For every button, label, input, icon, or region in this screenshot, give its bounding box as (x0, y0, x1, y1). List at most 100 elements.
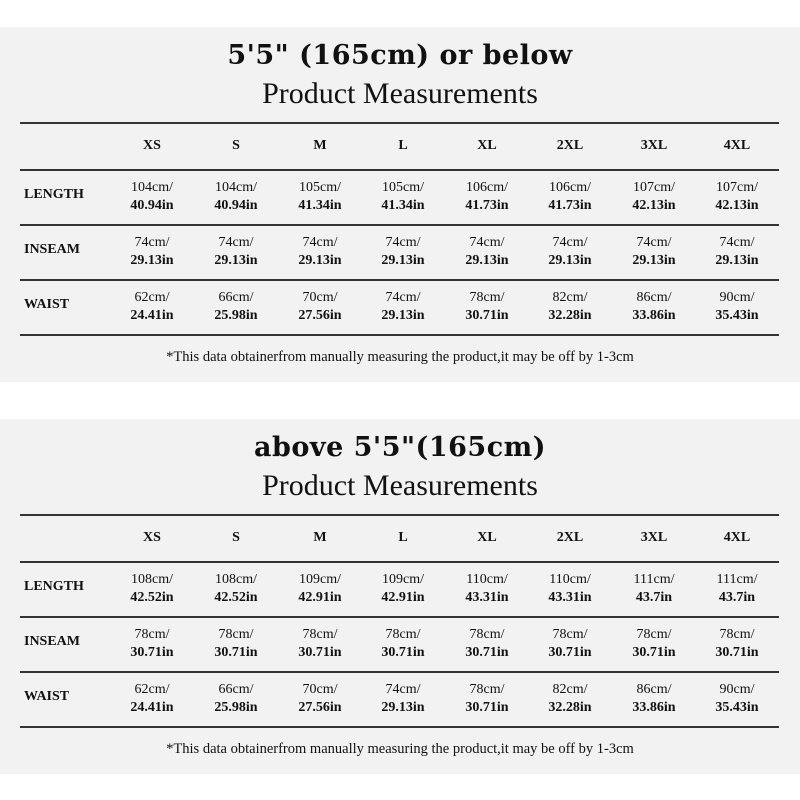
inch-value: 30.71in (130, 645, 174, 660)
cm-value: 66cm/ (218, 290, 254, 305)
cm-value: 108cm/ (131, 572, 173, 587)
cm-value: 78cm/ (385, 627, 421, 642)
inch-value: 41.73in (465, 198, 509, 213)
inch-value: 30.71in (548, 645, 592, 660)
inch-value: 32.28in (548, 700, 592, 715)
cm-value: 78cm/ (469, 627, 505, 642)
size-header: XL (477, 138, 497, 153)
cm-value: 74cm/ (636, 235, 672, 250)
cm-value: 78cm/ (469, 290, 505, 305)
inch-value: 32.28in (548, 308, 592, 323)
inch-value: 42.52in (214, 590, 258, 605)
divider (20, 224, 779, 226)
measurement-cell: 107cm/42.13in (695, 179, 779, 215)
panel-title: 5'5" (165cm) or below (227, 40, 573, 71)
inch-value: 42.52in (130, 590, 174, 605)
measurement-cell: 78cm/30.71in (695, 626, 779, 662)
measurement-cell: 110cm/43.31in (445, 571, 529, 607)
cm-value: 109cm/ (299, 572, 341, 587)
cm-value: 74cm/ (552, 235, 588, 250)
panel-title: above 5'5"(165cm) (254, 432, 546, 463)
divider (20, 169, 779, 171)
inch-value: 29.13in (381, 308, 425, 323)
inch-value: 29.13in (381, 253, 425, 268)
cm-value: 82cm/ (552, 290, 588, 305)
size-chart-panel: above 5'5"(165cm) Product Measurements XS S… (0, 419, 800, 774)
measurement-cell: 62cm/24.41in (110, 289, 194, 325)
inch-value: 30.71in (465, 700, 509, 715)
divider (20, 122, 779, 124)
divider (20, 671, 779, 673)
row-label: INSEAM (24, 242, 81, 257)
divider (20, 514, 779, 516)
cm-value: 74cm/ (134, 235, 170, 250)
cm-value: 74cm/ (302, 235, 338, 250)
cm-value: 74cm/ (218, 235, 254, 250)
measurement-cell: 78cm/30.71in (278, 626, 362, 662)
inch-value: 30.71in (465, 645, 509, 660)
measurement-cell: 74cm/29.13in (361, 289, 445, 325)
size-header: 3XL (640, 138, 668, 153)
cm-value: 105cm/ (382, 180, 424, 195)
cm-value: 104cm/ (215, 180, 257, 195)
inch-value: 29.13in (130, 253, 174, 268)
inch-value: 42.91in (298, 590, 342, 605)
inch-value: 27.56in (298, 700, 342, 715)
measurement-cell: 107cm/42.13in (612, 179, 696, 215)
cm-value: 106cm/ (466, 180, 508, 195)
measurement-cell: 111cm/43.7in (612, 571, 696, 607)
measurement-cell: 110cm/43.31in (528, 571, 612, 607)
inch-value: 35.43in (715, 308, 759, 323)
panel-subtitle: Product Measurements (262, 77, 538, 110)
cm-value: 86cm/ (636, 290, 672, 305)
inch-value: 29.13in (715, 253, 759, 268)
size-header: 2XL (556, 138, 584, 153)
cm-value: 107cm/ (716, 180, 758, 195)
inch-value: 30.71in (465, 308, 509, 323)
cm-value: 62cm/ (134, 290, 170, 305)
cm-value: 104cm/ (131, 180, 173, 195)
cm-value: 86cm/ (636, 682, 672, 697)
cm-value: 90cm/ (719, 290, 755, 305)
measurement-cell: 82cm/32.28in (528, 681, 612, 717)
inch-value: 30.71in (298, 645, 342, 660)
cm-value: 78cm/ (719, 627, 755, 642)
row-label: INSEAM (24, 634, 81, 649)
divider (20, 726, 779, 728)
inch-value: 29.13in (465, 253, 509, 268)
measurement-cell: 105cm/41.34in (361, 179, 445, 215)
measurement-cell: 109cm/42.91in (278, 571, 362, 607)
measurement-cell: 104cm/40.94in (110, 179, 194, 215)
inch-value: 24.41in (130, 308, 174, 323)
cm-value: 105cm/ (299, 180, 341, 195)
size-header: 4XL (723, 138, 751, 153)
cm-value: 78cm/ (636, 627, 672, 642)
cm-value: 70cm/ (302, 682, 338, 697)
inch-value: 40.94in (214, 198, 258, 213)
inch-value: 24.41in (130, 700, 174, 715)
size-header: XL (477, 530, 497, 545)
size-header: M (313, 138, 327, 153)
measurement-cell: 78cm/30.71in (445, 681, 529, 717)
measurement-cell: 74cm/29.13in (361, 681, 445, 717)
inch-value: 41.34in (381, 198, 425, 213)
footnote: *This data obtainerfrom manually measuri… (166, 741, 634, 757)
measurement-cell: 78cm/30.71in (445, 626, 529, 662)
measurement-cell: 78cm/30.71in (528, 626, 612, 662)
row-label: WAIST (24, 297, 70, 312)
cm-value: 78cm/ (134, 627, 170, 642)
footnote: *This data obtainerfrom manually measuri… (166, 349, 634, 365)
measurement-cell: 74cm/29.13in (110, 234, 194, 270)
cm-value: 78cm/ (552, 627, 588, 642)
divider (20, 561, 779, 563)
measurement-cell: 109cm/42.91in (361, 571, 445, 607)
measurement-cell: 78cm/30.71in (194, 626, 278, 662)
inch-value: 35.43in (715, 700, 759, 715)
inch-value: 29.13in (298, 253, 342, 268)
cm-value: 74cm/ (469, 235, 505, 250)
measurement-cell: 108cm/42.52in (110, 571, 194, 607)
row-label: LENGTH (24, 579, 84, 594)
inch-value: 43.31in (465, 590, 509, 605)
inch-value: 41.34in (298, 198, 342, 213)
measurement-cell: 106cm/41.73in (445, 179, 529, 215)
